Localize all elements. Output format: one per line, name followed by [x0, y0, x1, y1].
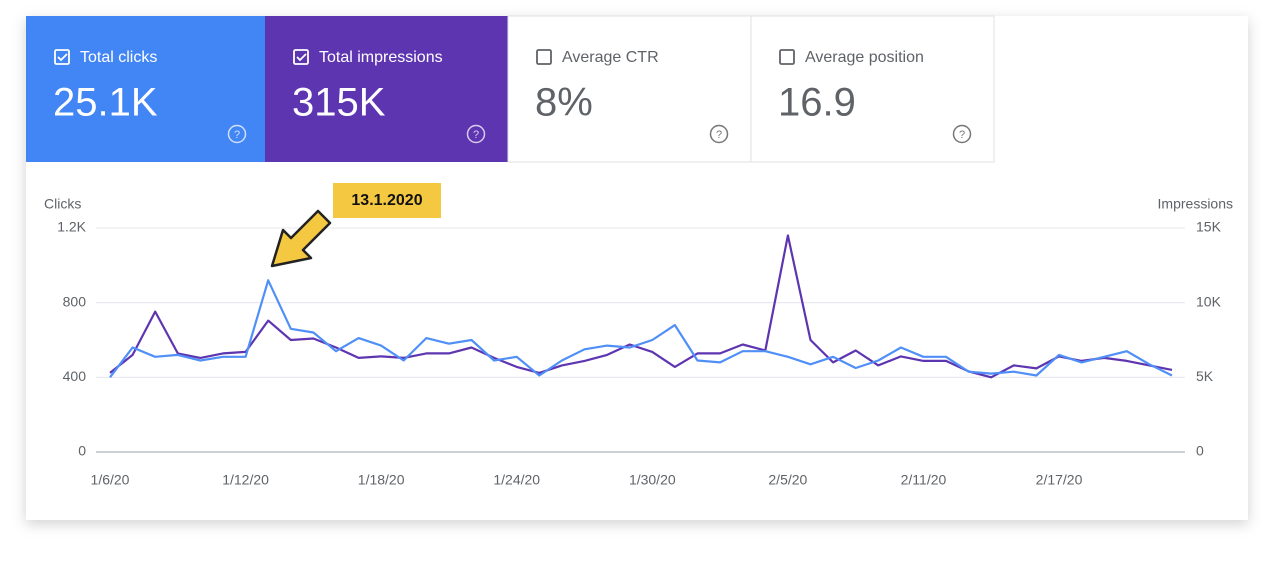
help-icon [466, 124, 486, 144]
card-bg [507, 15, 752, 163]
help-q: ? [473, 129, 479, 141]
card-value: 16.9 [778, 81, 856, 125]
series-line [109, 279, 1173, 378]
y2-tick-label: 0 [1196, 443, 1204, 459]
help-q: ? [959, 129, 965, 141]
metric-card[interactable]: Average CTR 8%? [507, 15, 752, 163]
help-icon [709, 124, 729, 144]
help-q: ? [716, 129, 722, 141]
card-bg [265, 16, 508, 162]
x-tick-label: 1/24/20 [493, 472, 540, 488]
checkbox [293, 49, 309, 65]
x-tick-label: 1/6/20 [91, 472, 130, 488]
help-icon [227, 124, 247, 144]
checkbox [536, 49, 552, 65]
y-tick-label: 0 [78, 443, 86, 459]
metric-card[interactable]: Average position 16.9? [750, 15, 995, 163]
help-icon [952, 124, 972, 144]
card-bg [750, 15, 995, 163]
metric-card[interactable]: Total impressions 315K? [265, 16, 508, 162]
y2-tick-label: 15K [1196, 219, 1222, 235]
y2-tick-label: 10K [1196, 293, 1222, 309]
plot: Clicks Impressions 0 400 800 1.2K 0 5K 10K 15K 1/6… [44, 196, 1233, 488]
card-label: Total clicks [80, 49, 157, 66]
metric-card[interactable]: Total clicks 25.1K? [26, 16, 265, 162]
card-bg [26, 16, 265, 162]
checkbox [54, 49, 70, 65]
card-label: Average CTR [562, 49, 659, 66]
x-tick-label: 2/11/20 [901, 472, 947, 488]
x-tick-label: 2/5/20 [768, 472, 807, 488]
check [57, 53, 68, 62]
checkbox [779, 49, 795, 65]
x-tick-label: 1/12/20 [222, 472, 269, 488]
card-value: 25.1K [53, 81, 158, 125]
help-q: ? [234, 129, 240, 141]
annotation-box [333, 183, 441, 218]
series-line [109, 234, 1173, 379]
x-tick-label: 1/30/20 [629, 472, 676, 488]
y-tick-label: 400 [63, 368, 87, 384]
y-axis-title: Clicks [44, 196, 81, 212]
y-tick-label: 1.2K [57, 219, 86, 235]
card-value: 315K [292, 81, 386, 125]
arrow [270, 209, 332, 268]
y-tick-label: 800 [63, 293, 87, 309]
card-value: 8% [535, 81, 593, 125]
x-tick-label: 1/18/20 [358, 472, 405, 488]
y2-axis-title: Impressions [1158, 196, 1233, 212]
check [296, 53, 307, 62]
card-label: Average position [805, 49, 924, 66]
y2-tick-label: 5K [1196, 368, 1214, 384]
x-tick-label: 2/17/20 [1036, 472, 1083, 488]
cards: Total clicks 25.1K? Total impressions 315K?… [26, 15, 995, 163]
annotation: 13.1.2020 [351, 192, 422, 209]
card-label: Total impressions [319, 49, 443, 66]
